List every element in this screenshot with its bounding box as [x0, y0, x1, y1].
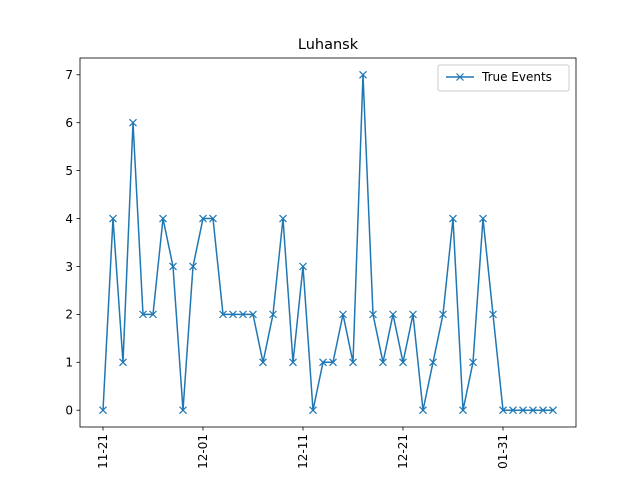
data-point [229, 310, 237, 319]
data-point [289, 358, 297, 367]
legend-marker-true-events [456, 73, 464, 81]
data-point [199, 214, 207, 223]
legend: True Events [437, 64, 570, 92]
data-point [319, 358, 327, 367]
data-point [169, 262, 177, 271]
x-tick-label-12-01: 12-01 [196, 434, 210, 469]
data-point [439, 310, 447, 319]
data-point [539, 406, 547, 415]
series-markers [99, 70, 557, 415]
y-tick-label-3: 3 [65, 260, 73, 274]
x-tick-label-01-31: 01-31 [496, 434, 510, 469]
data-point [299, 262, 307, 271]
data-point [379, 358, 387, 367]
y-tick-label-5: 5 [65, 164, 73, 178]
data-point [269, 310, 277, 319]
data-point [499, 406, 507, 415]
data-point [389, 310, 397, 319]
data-point [129, 118, 137, 127]
data-point [469, 358, 477, 367]
data-point [189, 262, 197, 271]
y-tick-label-7: 7 [65, 68, 73, 82]
data-point [209, 214, 217, 223]
data-point [149, 310, 157, 319]
data-point [429, 358, 437, 367]
data-point [369, 310, 377, 319]
y-tick-label-6: 6 [65, 116, 73, 130]
x-tick-label-12-11: 12-11 [296, 434, 310, 469]
data-point [99, 406, 107, 415]
data-point [399, 358, 407, 367]
data-point [479, 214, 487, 223]
data-point [139, 310, 147, 319]
legend-label-true-events: True Events [481, 70, 552, 84]
data-point [509, 406, 517, 415]
data-point [279, 214, 287, 223]
x-tick-label-12-21: 12-21 [396, 434, 410, 469]
data-point [419, 406, 427, 415]
x-tick-label-11-21: 11-21 [96, 434, 110, 469]
y-tick-label-1: 1 [65, 356, 73, 370]
data-point [409, 310, 417, 319]
chart-title: Luhansk [298, 37, 359, 53]
data-point [159, 214, 167, 223]
data-point [449, 214, 457, 223]
data-point [339, 310, 347, 319]
data-point [109, 214, 117, 223]
data-point [239, 310, 247, 319]
plot-area [80, 58, 576, 427]
y-tick-label-4: 4 [65, 212, 73, 226]
data-point [249, 310, 257, 319]
series-line-true-events [102, 74, 553, 411]
data-point [119, 358, 127, 367]
data-point [459, 406, 467, 415]
data-point [349, 358, 357, 367]
data-point [489, 310, 497, 319]
data-point [219, 310, 227, 319]
data-point [179, 406, 187, 415]
plot-frame [79, 57, 577, 428]
data-point [329, 358, 337, 367]
legend-box [437, 64, 570, 92]
data-point [359, 70, 367, 79]
data-point [519, 406, 527, 415]
data-point [549, 406, 557, 415]
data-point [309, 406, 317, 415]
data-point [529, 406, 537, 415]
y-tick-label-2: 2 [65, 308, 73, 322]
y-tick-label-0: 0 [65, 404, 73, 418]
data-point [259, 358, 267, 367]
y-axis: 0 1 2 3 4 5 6 7 [65, 68, 80, 418]
x-axis: 11-21 12-01 12-11 12-21 01-31 [96, 427, 510, 469]
